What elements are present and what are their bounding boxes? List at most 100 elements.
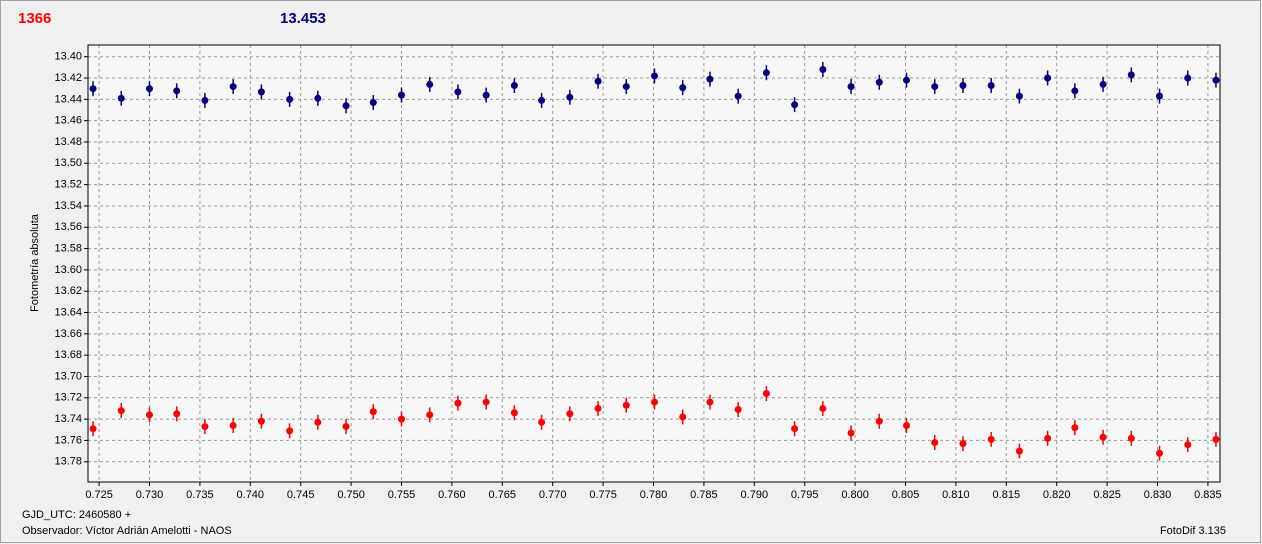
point <box>1156 449 1164 457</box>
point <box>594 77 602 85</box>
x-tick-label: 0.835 <box>1194 489 1222 501</box>
point <box>286 427 294 435</box>
point <box>1099 80 1107 88</box>
point <box>819 66 827 74</box>
footer-date: GJD_UTC: 2460580 + <box>22 509 131 521</box>
point <box>791 101 799 109</box>
point <box>482 91 490 99</box>
y-tick-label: 13.42 <box>54 72 82 84</box>
point <box>117 94 125 102</box>
y-tick-label: 13.40 <box>54 51 82 63</box>
x-tick-label: 0.750 <box>337 489 365 501</box>
footer-observer: Observador: Víctor Adrián Amelotti - NAO… <box>22 525 232 537</box>
y-tick-label: 13.54 <box>54 200 82 212</box>
y-tick-label: 13.68 <box>54 349 82 361</box>
point <box>1212 76 1220 84</box>
x-tick-label: 0.725 <box>85 489 113 501</box>
point <box>931 83 939 91</box>
x-tick-label: 0.745 <box>287 489 315 501</box>
point <box>987 82 995 90</box>
footer-software: FotoDif 3.135 <box>1160 525 1226 537</box>
point <box>791 425 799 433</box>
y-tick-label: 13.62 <box>54 285 82 297</box>
point <box>369 99 377 107</box>
point <box>229 83 237 91</box>
point <box>510 409 518 417</box>
x-tick-label: 0.735 <box>186 489 214 501</box>
point <box>706 75 714 83</box>
point <box>762 390 770 398</box>
point <box>145 85 153 93</box>
point <box>679 413 687 421</box>
point <box>454 88 462 96</box>
x-tick-label: 0.795 <box>791 489 819 501</box>
point <box>117 407 125 415</box>
point <box>1184 441 1192 449</box>
point <box>397 415 405 423</box>
point <box>1044 434 1052 442</box>
y-tick-label: 13.50 <box>54 157 82 169</box>
point <box>1015 447 1023 455</box>
point <box>847 429 855 437</box>
point <box>651 398 659 406</box>
y-tick-label: 13.48 <box>54 136 82 148</box>
y-tick-label: 13.44 <box>54 93 82 105</box>
x-tick-label: 0.825 <box>1093 489 1121 501</box>
point <box>594 404 602 412</box>
y-tick-label: 13.70 <box>54 370 82 382</box>
y-tick-label: 13.74 <box>54 413 82 425</box>
x-tick-label: 0.790 <box>741 489 769 501</box>
point <box>875 417 883 425</box>
x-tick-label: 0.815 <box>993 489 1021 501</box>
x-tick-label: 0.820 <box>1043 489 1071 501</box>
point <box>566 93 574 101</box>
y-tick-label: 13.46 <box>54 115 82 127</box>
point <box>1044 74 1052 82</box>
point <box>510 82 518 90</box>
y-tick-label: 13.56 <box>54 221 82 233</box>
header-right: 13.453 <box>280 10 326 27</box>
point <box>426 411 434 419</box>
point <box>566 410 574 418</box>
point <box>959 82 967 90</box>
point <box>1127 434 1135 442</box>
point <box>679 84 687 92</box>
point <box>482 398 490 406</box>
plot-area <box>88 45 1220 482</box>
point <box>847 83 855 91</box>
point <box>931 439 939 447</box>
point <box>426 80 434 88</box>
x-tick-label: 0.730 <box>136 489 164 501</box>
y-tick-label: 13.60 <box>54 264 82 276</box>
x-tick-label: 0.765 <box>489 489 517 501</box>
point <box>622 83 630 91</box>
point <box>538 418 546 426</box>
point <box>734 406 742 414</box>
x-tick-label: 0.805 <box>892 489 920 501</box>
plot-border <box>87 44 1221 483</box>
x-tick-label: 0.810 <box>942 489 970 501</box>
point <box>734 92 742 100</box>
y-tick-label: 13.66 <box>54 328 82 340</box>
y-tick-label: 13.76 <box>54 434 82 446</box>
point <box>959 440 967 448</box>
point <box>89 85 97 93</box>
y-tick-label: 13.58 <box>54 242 82 254</box>
x-tick-label: 0.740 <box>237 489 265 501</box>
point <box>1071 424 1079 432</box>
point <box>314 94 322 102</box>
point <box>286 95 294 103</box>
y-tick-label: 13.78 <box>54 456 82 468</box>
point <box>397 91 405 99</box>
point <box>622 401 630 409</box>
point <box>145 411 153 419</box>
point <box>89 425 97 433</box>
point <box>538 96 546 104</box>
point <box>173 410 181 418</box>
point <box>903 76 911 84</box>
y-axis-label: Fotometría absoluta <box>29 213 41 312</box>
point <box>1099 433 1107 441</box>
point <box>1212 435 1220 443</box>
point <box>819 404 827 412</box>
